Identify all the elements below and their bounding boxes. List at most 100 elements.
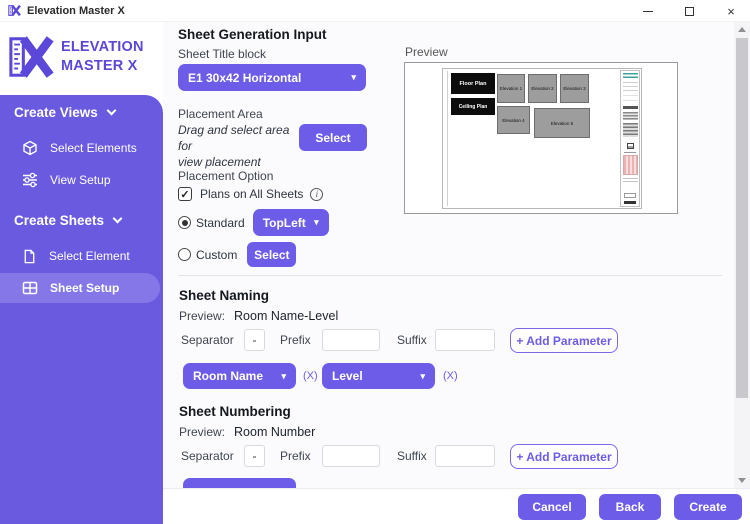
standard-position-dropdown[interactable]: TopLeft ▾ bbox=[252, 209, 329, 236]
custom-option-row: Custom Select bbox=[178, 242, 297, 267]
section-create-views[interactable]: Create Views bbox=[0, 105, 163, 120]
cancel-button[interactable]: Cancel bbox=[518, 493, 586, 520]
plans-all-sheets-checkbox[interactable]: ✓ bbox=[178, 187, 192, 201]
title-bar: Elevation Master X × bbox=[0, 0, 750, 22]
sheet-naming-preview: Preview: Room Name-Level bbox=[179, 309, 338, 323]
standard-option-row: Standard TopLeft ▾ bbox=[178, 209, 329, 236]
titleblock-text-lines bbox=[622, 95, 638, 104]
vertical-scrollbar[interactable] bbox=[734, 22, 750, 488]
titleblock-bar bbox=[622, 106, 638, 109]
preview-ceiling-plan: Ceiling Plan bbox=[451, 98, 495, 115]
sidebar-item-sheet-setup[interactable]: Sheet Setup bbox=[0, 273, 160, 303]
sidebar-item-select-element[interactable]: Select Element bbox=[0, 241, 163, 271]
section-create-views-label: Create Views bbox=[14, 105, 98, 120]
naming-preview-label: Preview: bbox=[179, 309, 226, 323]
sheet-preview: Floor Plan Ceiling Plan Elevation 1 Elev… bbox=[442, 68, 642, 209]
numbering-separator-label: Separator bbox=[181, 449, 234, 463]
standard-position-value: TopLeft bbox=[262, 215, 306, 230]
window-title: Elevation Master X bbox=[27, 4, 125, 17]
chevron-down-icon bbox=[106, 105, 117, 116]
app-logo: ELEVATION MASTER X bbox=[0, 22, 163, 90]
minimize-icon[interactable] bbox=[637, 1, 659, 21]
titleblock-field bbox=[624, 192, 636, 199]
titleblock-logo bbox=[622, 73, 638, 80]
maximize-icon[interactable] bbox=[679, 1, 701, 21]
page-title: Sheet Generation Input bbox=[178, 27, 327, 42]
numbering-prefix-label: Prefix bbox=[280, 449, 311, 463]
sidebar-item-view-setup[interactable]: View Setup bbox=[0, 165, 163, 195]
chevron-down-icon: ▾ bbox=[420, 370, 425, 381]
preview-elevation-5: Elevation 5 bbox=[534, 108, 590, 138]
custom-radio[interactable] bbox=[178, 248, 191, 261]
hint-line1: Drag and select area for bbox=[178, 123, 290, 154]
radio-dot bbox=[181, 219, 188, 226]
naming-separator-input[interactable] bbox=[244, 329, 265, 351]
naming-prefix-label: Prefix bbox=[280, 333, 311, 347]
back-button[interactable]: Back bbox=[599, 493, 661, 520]
preview-elevation-3: Elevation 3 bbox=[560, 74, 589, 103]
naming-parameter-1-dropdown[interactable]: Room Name ▾ bbox=[183, 363, 296, 389]
numbering-prefix-input[interactable] bbox=[322, 445, 380, 467]
titleblock-text-lines bbox=[622, 178, 638, 184]
section-create-sheets-label: Create Sheets bbox=[14, 213, 105, 228]
preview-floor-plan: Floor Plan bbox=[451, 73, 495, 94]
naming-parameter-2-dropdown[interactable]: Level ▾ bbox=[322, 363, 435, 389]
check-icon: ✓ bbox=[180, 188, 190, 201]
naming-prefix-input[interactable] bbox=[322, 329, 380, 351]
sheet-numbering-title: Sheet Numbering bbox=[179, 404, 291, 419]
naming-suffix-label: Suffix bbox=[397, 333, 427, 347]
scroll-up-icon[interactable] bbox=[738, 27, 746, 32]
scroll-down-icon[interactable] bbox=[738, 478, 746, 483]
plans-all-sheets-label: Plans on All Sheets bbox=[200, 187, 304, 201]
scrollbar-thumb[interactable] bbox=[736, 38, 748, 398]
naming-add-parameter-button[interactable]: + Add Parameter bbox=[510, 328, 618, 353]
titleblock-north-icon bbox=[626, 142, 634, 149]
placement-area-hint: Drag and select area for view placement bbox=[178, 122, 300, 171]
section-create-sheets[interactable]: Create Sheets bbox=[0, 213, 163, 228]
preview-label: Preview bbox=[405, 45, 448, 59]
elevation-master-logo-icon bbox=[9, 36, 54, 78]
naming-suffix-input[interactable] bbox=[435, 329, 495, 351]
sidebar-panel: Create Views Select Elements View Setup bbox=[0, 95, 163, 524]
titleblock-stamp-area bbox=[622, 155, 638, 176]
sidebar-item-label: Select Elements bbox=[50, 141, 137, 155]
standard-radio[interactable] bbox=[178, 216, 191, 229]
placement-option-label: Placement Option bbox=[178, 169, 274, 183]
naming-parameter-2-remove[interactable]: (X) bbox=[443, 370, 458, 382]
sidebar-item-label: View Setup bbox=[50, 173, 111, 187]
titleblock-text-lines bbox=[622, 82, 638, 93]
custom-select-button[interactable]: Select bbox=[247, 242, 297, 267]
info-icon[interactable]: i bbox=[310, 187, 324, 201]
naming-preview-value: Room Name-Level bbox=[234, 309, 339, 323]
sidebar-item-label: Select Element bbox=[49, 249, 130, 263]
naming-parameter-1-remove[interactable]: (X) bbox=[303, 370, 318, 382]
preview-elevation-2: Elevation 2 bbox=[528, 74, 557, 103]
titleblock-revision-table bbox=[622, 111, 638, 120]
titleblock-line bbox=[624, 151, 636, 153]
numbering-suffix-input[interactable] bbox=[435, 445, 495, 467]
app-logo-icon bbox=[8, 4, 21, 17]
placement-area-select-button[interactable]: Select bbox=[299, 124, 367, 151]
window-controls: × bbox=[637, 0, 742, 22]
placement-area-label: Placement Area bbox=[178, 107, 263, 121]
numbering-separator-input[interactable] bbox=[244, 445, 265, 467]
preview-elevation-4: Elevation 4 bbox=[497, 106, 530, 134]
chevron-down-icon bbox=[112, 213, 123, 224]
sheet-title-block-value: E1 30x42 Horizontal bbox=[188, 70, 302, 85]
create-button[interactable]: Create bbox=[674, 493, 742, 520]
sheet-title-block-dropdown[interactable]: E1 30x42 Horizontal ▾ bbox=[178, 64, 366, 91]
sheet-preview-panel: Floor Plan Ceiling Plan Elevation 1 Elev… bbox=[404, 62, 678, 214]
page-icon bbox=[24, 249, 35, 263]
close-icon[interactable]: × bbox=[727, 3, 735, 19]
brand-line1: ELEVATION bbox=[61, 39, 144, 56]
sliders-icon bbox=[23, 172, 37, 188]
custom-label: Custom bbox=[196, 247, 238, 262]
main-content: Sheet Generation Input Sheet Title block… bbox=[163, 22, 750, 524]
numbering-preview-label: Preview: bbox=[179, 425, 226, 439]
sidebar-item-select-elements[interactable]: Select Elements bbox=[0, 133, 163, 163]
numbering-add-parameter-button[interactable]: + Add Parameter bbox=[510, 444, 618, 469]
sidebar-item-label: Sheet Setup bbox=[50, 281, 120, 295]
plans-all-sheets-row: ✓ Plans on All Sheets i bbox=[178, 187, 324, 201]
sidebar: ELEVATION MASTER X Create Views Select E… bbox=[0, 22, 163, 524]
naming-parameter-1-value: Room Name bbox=[193, 369, 264, 383]
